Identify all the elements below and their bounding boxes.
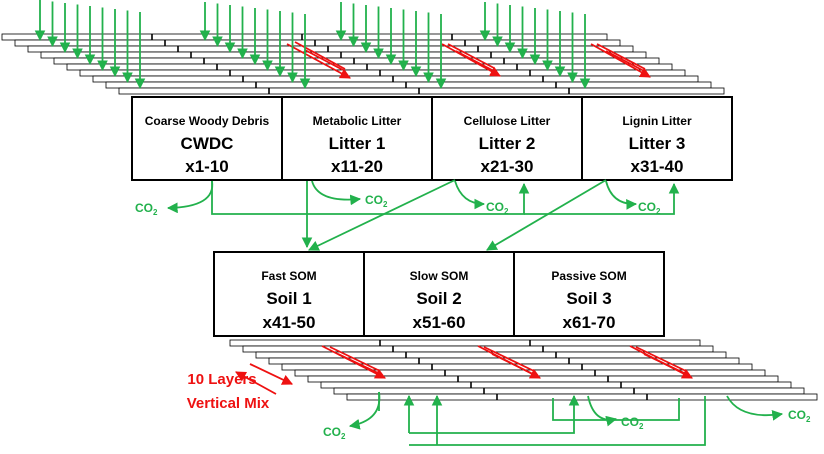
litter-layer bbox=[40, 51, 647, 59]
litter-layer-stack bbox=[1, 33, 725, 95]
pool-soil-3: Passive SOM Soil 3 x61-70 bbox=[513, 251, 665, 337]
pool-range: x61-70 bbox=[563, 313, 616, 332]
pool-range: x1-10 bbox=[185, 157, 228, 176]
pool-litter-3: Lignin Litter Litter 3 x31-40 bbox=[581, 96, 733, 181]
soil-flow-arrows bbox=[348, 391, 784, 446]
pool-soil-2: Slow SOM Soil 2 x51-60 bbox=[363, 251, 515, 337]
pool-range: x31-40 bbox=[631, 157, 684, 176]
co2-label-litter1: CO2 bbox=[365, 193, 388, 209]
vertical-mix-arrows bbox=[235, 41, 693, 395]
pool-name: Cellulose Litter bbox=[464, 114, 551, 128]
co2-labels: CO2 CO2 CO2 CO2 CO2 CO2 CO2 bbox=[135, 193, 811, 441]
litter-layer bbox=[105, 81, 712, 89]
co2-label-litter3: CO2 bbox=[638, 200, 661, 216]
litter-pools: Coarse Woody Debris CWDC x1-10 Metabolic… bbox=[131, 96, 733, 181]
litter-layer bbox=[79, 69, 686, 77]
pool-name: Lignin Litter bbox=[622, 114, 692, 128]
pool-name: Passive SOM bbox=[551, 269, 626, 283]
vertical-mix-line1: 10 Layers bbox=[187, 371, 256, 388]
co2-label-soil3: CO2 bbox=[788, 408, 811, 424]
soil-layer bbox=[229, 339, 701, 347]
soil-pools: Fast SOM Soil 1 x41-50 Slow SOM Soil 2 x… bbox=[213, 251, 665, 337]
co2-label-litter2: CO2 bbox=[486, 200, 509, 216]
pool-code: Litter 1 bbox=[329, 134, 386, 153]
vertical-mix-line2: Vertical Mix bbox=[187, 395, 270, 412]
soil-layer bbox=[346, 393, 818, 401]
co2-label-cwdc: CO2 bbox=[135, 201, 158, 217]
pool-range: x41-50 bbox=[263, 313, 316, 332]
vertical-mix-label: 10 Layers Vertical Mix bbox=[187, 371, 270, 412]
litter-layer bbox=[14, 39, 621, 47]
soil-layer bbox=[307, 375, 779, 383]
pool-soil-1: Fast SOM Soil 1 x41-50 bbox=[213, 251, 365, 337]
pool-name: Slow SOM bbox=[410, 269, 469, 283]
litterfall-input-arrows bbox=[34, 0, 591, 90]
litter-layer bbox=[53, 57, 660, 65]
litter-layer bbox=[66, 63, 673, 71]
litter-layer bbox=[27, 45, 634, 53]
soil-layer bbox=[320, 381, 792, 389]
litter-layer bbox=[92, 75, 699, 83]
soil-layer bbox=[333, 387, 805, 395]
pool-code: Soil 2 bbox=[416, 289, 461, 308]
pool-code: CWDC bbox=[181, 134, 234, 153]
pool-range: x11-20 bbox=[331, 157, 383, 176]
pool-name: Coarse Woody Debris bbox=[145, 114, 270, 128]
pool-range: x51-60 bbox=[413, 313, 466, 332]
pool-range: x21-30 bbox=[481, 157, 534, 176]
co2-label-soil2: CO2 bbox=[621, 415, 644, 431]
pool-cwdc: Coarse Woody Debris CWDC x1-10 bbox=[131, 96, 283, 181]
pool-code: Soil 1 bbox=[266, 289, 311, 308]
co2-label-soil1: CO2 bbox=[323, 425, 346, 441]
pool-name: Fast SOM bbox=[261, 269, 316, 283]
pool-name: Metabolic Litter bbox=[313, 114, 402, 128]
pool-litter-1: Metabolic Litter Litter 1 x11-20 bbox=[281, 96, 433, 181]
pool-litter-2: Cellulose Litter Litter 2 x21-30 bbox=[431, 96, 583, 181]
litter-flow-arrows bbox=[166, 179, 680, 251]
pool-code: Soil 3 bbox=[566, 289, 611, 308]
litter-layer bbox=[118, 87, 725, 95]
pool-code: Litter 2 bbox=[479, 134, 536, 153]
pool-code: Litter 3 bbox=[629, 134, 686, 153]
